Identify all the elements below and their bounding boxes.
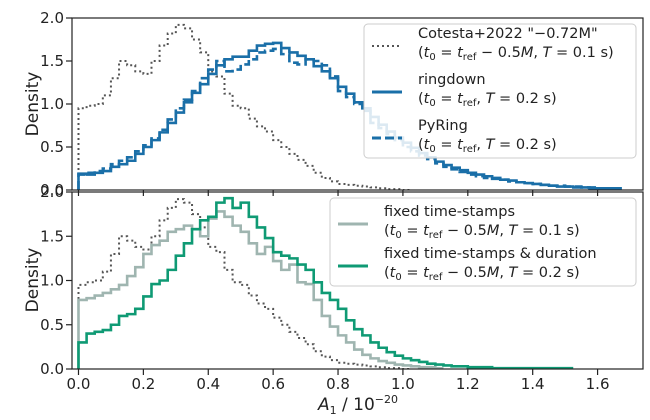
legend-sub-fixed-time-stamps: (t0 = tref − 0.5M, T = 0.1 s): [384, 223, 580, 241]
top-series: [77, 23, 622, 190]
bottom-legend-box: [329, 197, 637, 287]
top-series-2-step-line: [77, 47, 622, 190]
legend-label-fixed-time-stamps-duration: fixed time-stamps & duration: [384, 246, 597, 262]
bottom-legend: fixed time-stamps (t0 = tref − 0.5M, T =…: [329, 197, 637, 287]
top-legend-box: [363, 23, 637, 159]
x-axis-label: A1 / 10−20: [317, 393, 398, 417]
x-tick-label: 0.2: [131, 375, 155, 393]
bottom-y-tick-label: 1.0: [40, 272, 64, 290]
top-ticks: 0.0 0.5 1.0 1.5 2.0: [40, 9, 599, 199]
bottom-series: [77, 196, 574, 369]
x-tick-label: 1.6: [586, 375, 610, 393]
bottom-ticks: 0.00.51.01.52.00.0 0.2 0.4 0.6 0.8 1.0 1.2 1.4 1…: [40, 183, 609, 393]
legend-label-ringdown: ringdown: [418, 72, 486, 88]
bottom-y-tick-label: 1.5: [40, 227, 64, 245]
legend-sub-ringdown: (t0 = tref, T = 0.2 s): [418, 91, 557, 109]
legend-sub-cotesta: (t0 = tref − 0.5M, T = 0.1 s): [418, 45, 614, 63]
legend-sub-pyring: (t0 = tref, T = 0.2 s): [418, 137, 557, 155]
legend-label-cotesta: Cotesta+2022 "−0.72M": [418, 26, 598, 42]
legend-label-pyring: PyRing: [418, 118, 468, 134]
top-plot-frame: [71, 17, 644, 191]
top-y-axis-label: Density: [23, 72, 43, 137]
top-y-tick-label: 1.0: [40, 95, 64, 113]
top-y-tick-label: 0.5: [40, 138, 64, 156]
x-tick-label: 0.8: [326, 375, 350, 393]
legend-label-fixed-time-stamps: fixed time-stamps: [384, 204, 515, 220]
bottom-series-1-step-line: [77, 210, 444, 369]
x-tick-label: 1.0: [391, 375, 415, 393]
bottom-panel: 0.00.51.01.52.00.0 0.2 0.4 0.6 0.8 1.0 1.2 1.4 1…: [23, 183, 644, 417]
x-tick-label: 0.4: [196, 375, 220, 393]
top-y-tick-label: 0.0: [40, 181, 64, 199]
top-panel: 0.0 0.5 1.0 1.5 2.0 Density Cotesta+2022 "−0…: [23, 9, 644, 199]
x-tick-label: 1.2: [456, 375, 480, 393]
bottom-series-2-step-line: [77, 196, 574, 369]
bottom-y-tick-label: 0.0: [40, 360, 64, 378]
x-tick-label: 1.4: [521, 375, 545, 393]
top-y-tick-label: 2.0: [40, 9, 64, 27]
top-series-0-step-line: [77, 23, 412, 190]
top-y-tick-label: 1.5: [40, 52, 64, 70]
legend-sub-fixed-time-stamps-duration: (t0 = tref − 0.5M, T = 0.2 s): [384, 265, 580, 283]
x-tick-label: 0.6: [261, 375, 285, 393]
bottom-plot-frame: [71, 191, 644, 370]
bottom-y-tick-label: 2.0: [40, 183, 64, 201]
top-legend: Cotesta+2022 "−0.72M" (t0 = tref − 0.5M,…: [363, 23, 637, 159]
x-tick-label: 0.0: [67, 375, 91, 393]
bottom-y-tick-label: 0.5: [40, 316, 64, 334]
bottom-y-axis-label: Density: [23, 248, 43, 313]
